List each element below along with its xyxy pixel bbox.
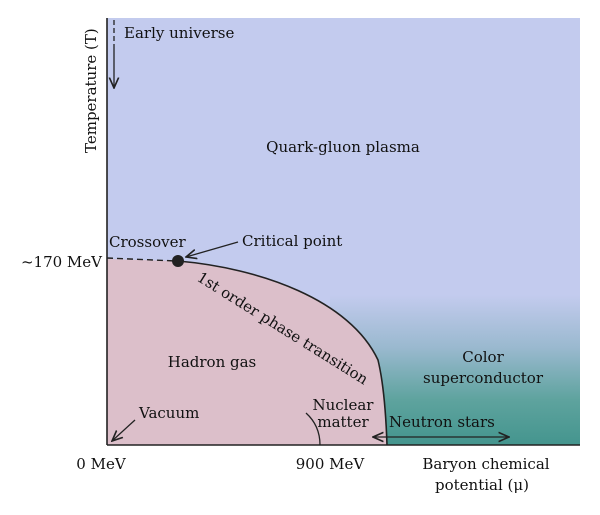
critical-point-label: Critical point xyxy=(242,232,342,250)
crossover-dashed-line xyxy=(106,257,177,262)
color-superconductor-label-1: Color xyxy=(462,348,504,366)
phase-boundary-line xyxy=(177,260,388,446)
nuclear-matter-arc xyxy=(305,412,321,446)
qgp-label: Quark-gluon plasma xyxy=(266,138,420,156)
nuclear-matter-label-2: matter xyxy=(317,413,369,431)
x-axis-label-1: Baryon chemical xyxy=(422,455,549,473)
y-axis-label: Temperature (T) xyxy=(82,28,100,153)
early-universe-label: Early universe xyxy=(124,24,234,42)
x-tick-0: 0 MeV xyxy=(76,455,127,473)
hadron-region xyxy=(107,259,387,445)
critical-point-arrow xyxy=(186,241,239,257)
color-superconductor-label-2: superconductor xyxy=(423,369,544,387)
crossover-label: Crossover xyxy=(109,233,186,251)
x-axis-label-2: potential (μ) xyxy=(435,476,529,494)
hadron-gas-label: Hadron gas xyxy=(168,353,257,371)
vacuum-label: Vacuum xyxy=(138,404,199,422)
critical-point-marker xyxy=(172,255,184,267)
vacuum-arrow xyxy=(112,419,136,441)
y-tick-170: ~170 MeV xyxy=(21,253,103,271)
neutron-stars-label: Neutron stars xyxy=(389,413,495,431)
x-tick-900: 900 MeV xyxy=(296,455,366,473)
nuclear-matter-label-1: Nuclear xyxy=(313,396,375,414)
